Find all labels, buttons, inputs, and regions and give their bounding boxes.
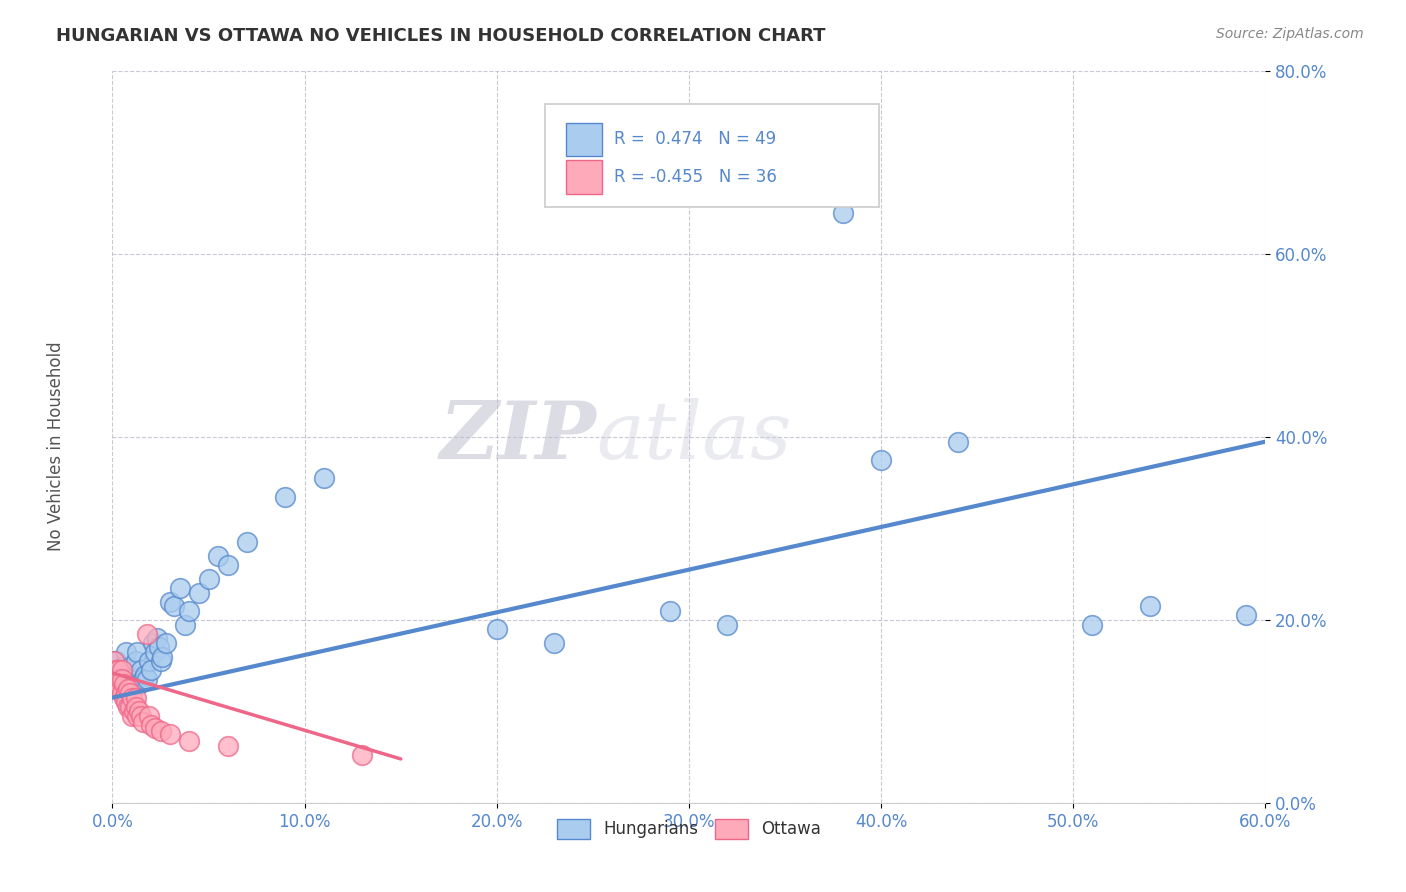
Point	[105, 654, 128, 668]
Point	[111, 686, 134, 700]
Point	[108, 673, 131, 687]
Point	[139, 718, 162, 732]
Point	[149, 724, 172, 739]
Point	[142, 636, 165, 650]
Point	[352, 748, 374, 763]
Point	[870, 453, 893, 467]
Point	[129, 663, 153, 677]
Point	[111, 660, 134, 674]
Point	[163, 599, 186, 614]
Point	[152, 649, 174, 664]
Point	[145, 632, 167, 646]
Point	[118, 699, 141, 714]
Point	[103, 654, 125, 668]
Point	[127, 645, 149, 659]
Point	[122, 673, 145, 687]
Text: ZIP: ZIP	[440, 399, 596, 475]
Point	[159, 727, 181, 741]
Text: HUNGARIAN VS OTTAWA NO VEHICLES IN HOUSEHOLD CORRELATION CHART: HUNGARIAN VS OTTAWA NO VEHICLES IN HOUSE…	[56, 27, 825, 45]
Point	[946, 434, 969, 449]
Point	[117, 667, 139, 681]
Point	[155, 636, 177, 650]
Point	[138, 709, 160, 723]
Point	[159, 594, 181, 608]
Text: No Vehicles in Household: No Vehicles in Household	[48, 341, 65, 551]
Point	[105, 673, 128, 687]
Point	[117, 681, 139, 696]
Point	[138, 654, 160, 668]
Point	[236, 535, 259, 549]
Point	[148, 640, 170, 655]
Point	[124, 690, 146, 705]
Point	[124, 699, 146, 714]
FancyBboxPatch shape	[565, 122, 603, 156]
FancyBboxPatch shape	[546, 104, 879, 207]
Point	[107, 677, 129, 691]
Text: R = -0.455   N = 36: R = -0.455 N = 36	[614, 168, 778, 186]
FancyBboxPatch shape	[565, 160, 603, 194]
Point	[1139, 599, 1161, 614]
Point	[121, 670, 143, 684]
Point	[112, 690, 135, 705]
Point	[136, 626, 159, 640]
Point	[112, 667, 135, 681]
Point	[136, 673, 159, 687]
Point	[543, 636, 565, 650]
Point	[274, 490, 297, 504]
Point	[179, 733, 201, 747]
Point	[188, 585, 211, 599]
Point	[139, 663, 162, 677]
Point	[207, 549, 229, 563]
Point	[121, 690, 143, 705]
Point	[132, 715, 155, 730]
Point	[831, 206, 853, 220]
Point	[107, 663, 129, 677]
Point	[117, 699, 139, 714]
Text: atlas: atlas	[596, 399, 792, 475]
Point	[111, 673, 134, 687]
Point	[121, 709, 143, 723]
Point	[716, 617, 738, 632]
Point	[112, 677, 135, 691]
Point	[134, 667, 156, 681]
Point	[132, 673, 155, 687]
Legend: Hungarians, Ottawa: Hungarians, Ottawa	[550, 812, 828, 846]
Point	[128, 705, 150, 719]
Text: Source: ZipAtlas.com: Source: ZipAtlas.com	[1216, 27, 1364, 41]
Point	[143, 721, 166, 735]
Point	[107, 663, 129, 677]
Point	[127, 709, 149, 723]
Point	[174, 617, 197, 632]
Point	[217, 739, 239, 753]
Point	[143, 645, 166, 659]
Point	[118, 686, 141, 700]
Point	[312, 471, 335, 485]
Point	[103, 654, 125, 668]
Point	[149, 654, 172, 668]
Point	[179, 604, 201, 618]
Point	[197, 572, 219, 586]
Point	[129, 709, 153, 723]
Point	[118, 660, 141, 674]
Point	[115, 645, 138, 659]
Point	[122, 705, 145, 719]
Text: R =  0.474   N = 49: R = 0.474 N = 49	[614, 130, 776, 148]
Point	[115, 686, 138, 700]
Point	[124, 654, 146, 668]
Point	[485, 622, 508, 636]
Point	[217, 558, 239, 573]
Point	[108, 681, 131, 696]
Point	[658, 604, 681, 618]
Point	[108, 673, 131, 687]
Point	[105, 663, 128, 677]
Point	[115, 695, 138, 709]
Point	[111, 663, 134, 677]
Point	[128, 677, 150, 691]
Point	[169, 581, 191, 595]
Point	[1234, 608, 1257, 623]
Point	[1081, 617, 1104, 632]
